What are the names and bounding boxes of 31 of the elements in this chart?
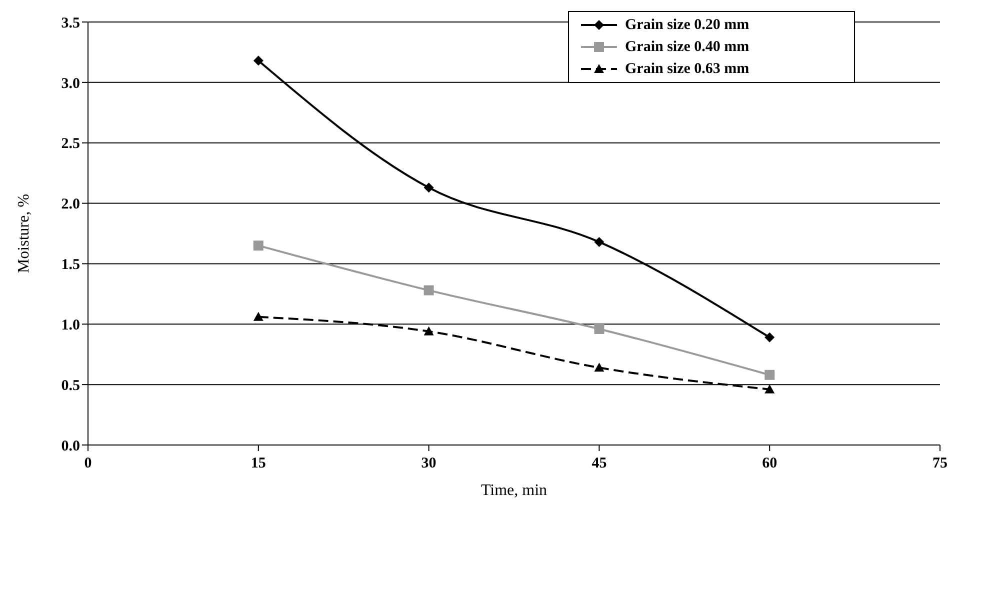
legend-label: Grain size 0.63 mm (625, 60, 750, 79)
x-tick-label: 75 (932, 456, 948, 472)
point (253, 312, 264, 321)
point (253, 240, 264, 251)
y-tick-label: 0.0 (61, 438, 80, 454)
x-tick-label: 60 (762, 456, 778, 472)
point (594, 362, 604, 372)
x-axis-title: Time, min (480, 482, 548, 499)
y-tick-label: 1.5 (61, 257, 80, 274)
point (764, 332, 775, 342)
y-tick-label: 3.5 (61, 15, 80, 32)
point (594, 236, 604, 247)
point (424, 285, 434, 296)
y-tick-label: 3.0 (61, 76, 80, 92)
point (424, 326, 434, 336)
x-tick-label: 45 (592, 456, 607, 472)
y-tick-label: 2.0 (61, 196, 80, 213)
y-tick-label: 1.0 (61, 317, 80, 334)
point (764, 384, 775, 394)
point (764, 370, 775, 380)
y-tick-label: 2.5 (61, 136, 80, 152)
x-tick-label: 0 (84, 456, 92, 472)
x-tick-label: 30 (421, 456, 436, 472)
point (594, 324, 604, 334)
point (253, 56, 264, 66)
y-tick-label: 0.5 (61, 378, 80, 394)
legend-label: Grain size 0.40 mm (625, 38, 750, 57)
y-axis-title: Moisture, % (16, 194, 33, 274)
point (424, 182, 434, 193)
x-tick-label: 15 (250, 456, 266, 472)
legend-label: Grain size 0.20 mm (625, 16, 750, 35)
